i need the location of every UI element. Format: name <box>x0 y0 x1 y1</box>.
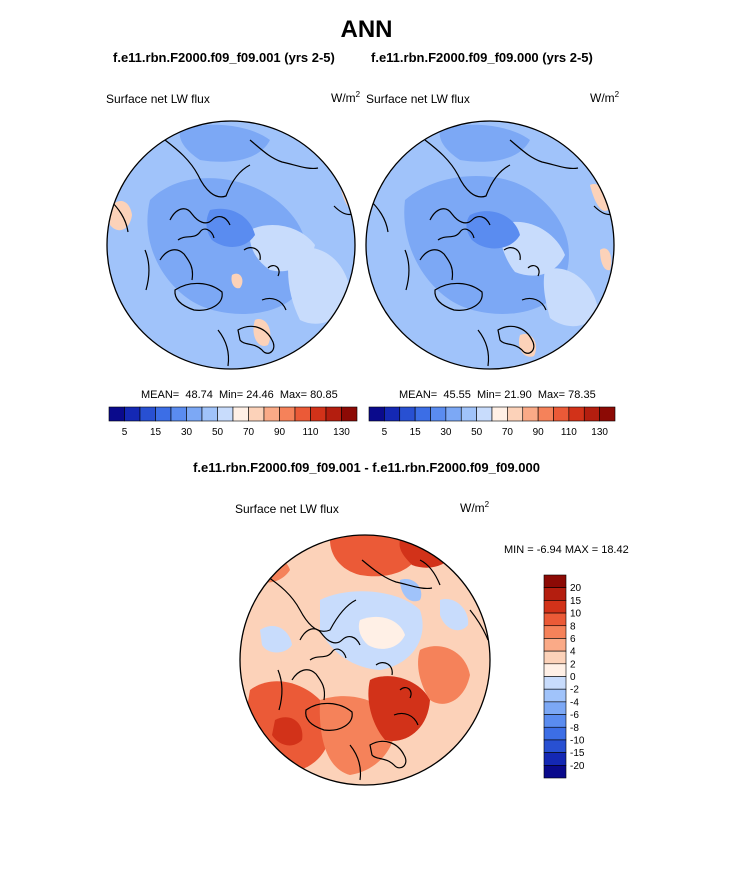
colorbar-case1: 5 15 30 50 70 90 110 130 <box>108 406 358 438</box>
colorbar-swatch <box>599 406 616 422</box>
colorbar-tick-label: -10 <box>570 735 585 746</box>
left-case-title: f.e11.rbn.F2000.f09_f09.001 (yrs 2-5) <box>113 50 335 65</box>
colorbar-tick-label: -6 <box>570 710 579 721</box>
colorbar-tick-label: 130 <box>333 427 350 438</box>
colorbar-swatch <box>543 625 567 639</box>
colorbar-tick-label: 15 <box>410 427 422 438</box>
colorbar-swatch <box>201 406 218 422</box>
colorbar-swatch <box>384 406 401 422</box>
colorbar-tick-label: 70 <box>243 427 255 438</box>
right-case-title: f.e11.rbn.F2000.f09_f09.000 (yrs 2-5) <box>371 50 593 65</box>
panel1-stats: MEAN= 48.74 Min= 24.46 Max= 80.85 <box>141 389 338 401</box>
colorbar-swatch <box>543 574 567 588</box>
colorbar-tick-label: 5 <box>382 427 388 438</box>
colorbar-swatch <box>543 587 567 601</box>
colorbar-swatch <box>232 406 249 422</box>
panel2-unit: W/m2 <box>590 90 620 105</box>
colorbar-tick-label: 15 <box>150 427 162 438</box>
colorbar-swatch <box>399 406 416 422</box>
colorbar-swatch <box>263 406 280 422</box>
colorbar-swatch <box>310 406 327 422</box>
difference-title: f.e11.rbn.F2000.f09_f09.001 - f.e11.rbn.… <box>193 460 540 475</box>
colorbar-swatch <box>414 406 431 422</box>
colorbar-swatch <box>507 406 524 422</box>
colorbar-tick-label: 10 <box>570 609 582 620</box>
colorbar-tick-label: -20 <box>570 761 585 772</box>
colorbar-tick-label: -4 <box>570 697 579 708</box>
colorbar-swatch <box>543 752 567 766</box>
colorbar-swatch <box>325 406 342 422</box>
colorbar-swatch <box>476 406 493 422</box>
colorbar-swatch <box>537 406 554 422</box>
map-case1 <box>106 120 356 370</box>
colorbar-tick-label: 110 <box>303 427 319 438</box>
colorbar-swatch <box>279 406 296 422</box>
colorbar-tick-label: 30 <box>181 427 193 438</box>
map-case2 <box>365 120 615 370</box>
colorbar-swatch <box>583 406 600 422</box>
colorbar-swatch <box>543 676 567 690</box>
colorbar-swatch <box>543 701 567 715</box>
colorbar-swatch <box>460 406 477 422</box>
colorbar-swatch <box>543 714 567 728</box>
colorbar-swatch <box>543 638 567 652</box>
colorbar-swatch <box>543 726 567 741</box>
map-difference <box>239 534 491 786</box>
colorbar-case2: 5 15 30 50 70 90 110 130 <box>368 406 616 438</box>
colorbar-tick-label: 110 <box>561 427 577 438</box>
colorbar-swatch <box>543 739 567 753</box>
colorbar-swatch <box>543 612 567 627</box>
colorbar-swatch <box>543 600 567 614</box>
colorbar-tick-label: 15 <box>570 596 582 607</box>
colorbar-tick-label: 30 <box>440 427 452 438</box>
colorbar-tick-label: 130 <box>591 427 608 438</box>
colorbar-tick-label: 90 <box>274 427 286 438</box>
colorbar-swatch <box>217 406 234 422</box>
colorbar-tick-label: -2 <box>570 685 579 696</box>
colorbar-swatch <box>543 688 567 703</box>
colorbar-swatch <box>139 406 156 422</box>
colorbar-swatch <box>294 406 311 422</box>
colorbar-tick-label: 0 <box>570 672 576 683</box>
colorbar-swatch <box>124 406 141 422</box>
colorbar-swatch <box>543 663 567 677</box>
colorbar-swatch <box>430 406 447 422</box>
colorbar-swatch <box>155 406 172 422</box>
colorbar-swatch <box>522 406 539 422</box>
panel3-unit: W/m2 <box>460 500 490 515</box>
colorbar-tick-label: 5 <box>122 427 128 438</box>
colorbar-swatch <box>553 406 570 422</box>
colorbar-tick-label: 6 <box>570 634 576 645</box>
colorbar-swatch <box>445 406 462 422</box>
panel3-variable-label: Surface net LW flux <box>235 502 339 516</box>
colorbar-swatch <box>543 765 567 779</box>
colorbar-tick-label: 8 <box>570 621 576 632</box>
colorbar-tick-label: -8 <box>570 723 579 734</box>
colorbar-tick-label: 20 <box>570 583 582 594</box>
colorbar-tick-label: 50 <box>471 427 483 438</box>
colorbar-tick-label: 2 <box>570 659 576 670</box>
colorbar-swatch <box>543 650 567 665</box>
panel1-variable-label: Surface net LW flux <box>106 92 210 106</box>
colorbar-tick-label: -15 <box>570 748 585 759</box>
colorbar-swatch <box>341 406 358 422</box>
colorbar-swatch <box>248 406 265 422</box>
panel1-unit: W/m2 <box>331 90 361 105</box>
panel3-minmax: MIN = -6.94 MAX = 18.42 <box>504 544 629 556</box>
panel2-stats: MEAN= 45.55 Min= 21.90 Max= 78.35 <box>399 389 596 401</box>
colorbar-swatch <box>170 406 187 422</box>
colorbar-swatch <box>491 406 508 422</box>
colorbar-swatch <box>186 406 203 422</box>
colorbar-tick-label: 90 <box>533 427 545 438</box>
colorbar-swatch <box>568 406 585 422</box>
colorbar-tick-label: 50 <box>212 427 224 438</box>
panel2-variable-label: Surface net LW flux <box>366 92 470 106</box>
colorbar-swatch <box>368 406 385 422</box>
colorbar-tick-label: 70 <box>502 427 514 438</box>
colorbar-tick-label: 4 <box>570 647 576 658</box>
colorbar-swatch <box>108 406 125 422</box>
figure-title: ANN <box>340 16 393 43</box>
